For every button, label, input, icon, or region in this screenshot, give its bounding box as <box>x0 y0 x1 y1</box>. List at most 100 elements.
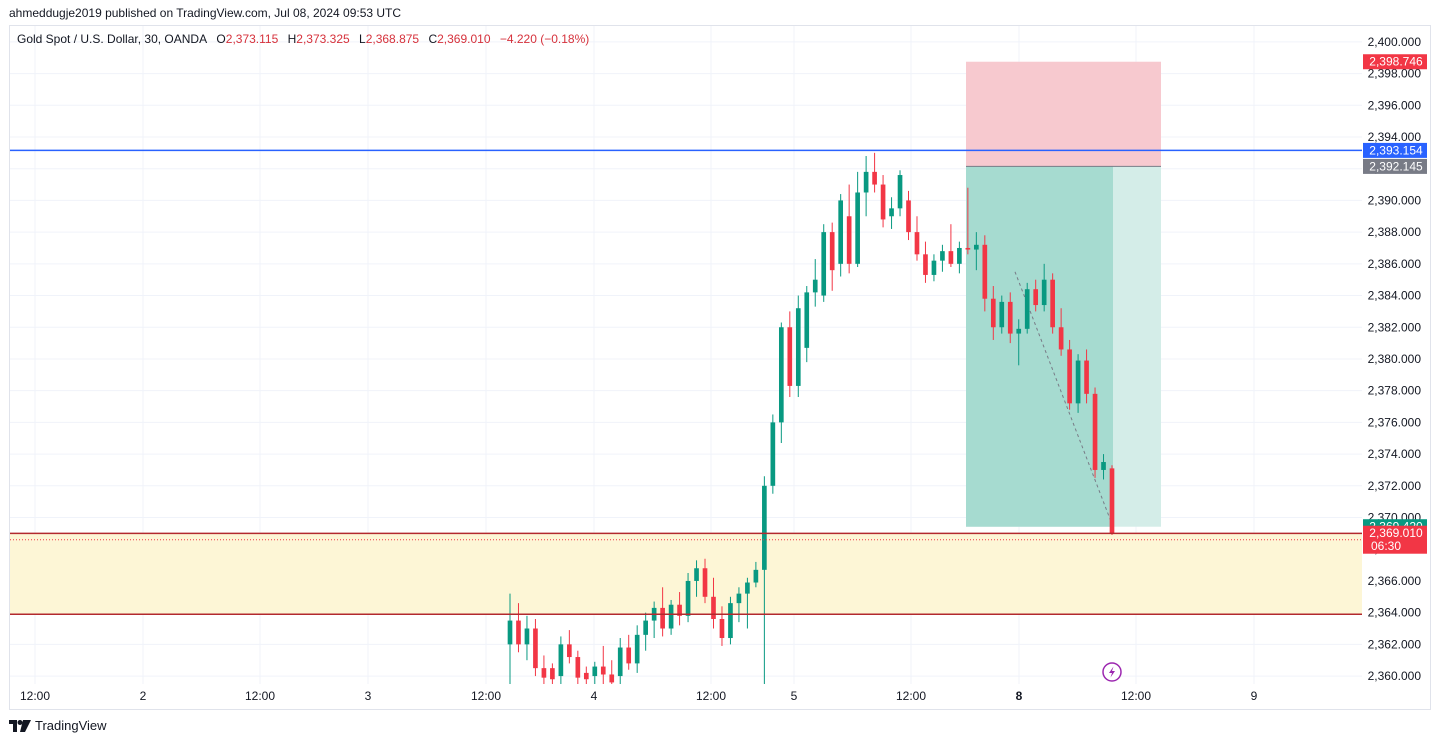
candle-body <box>863 171 869 193</box>
candle-body <box>965 247 971 250</box>
time-tick-label: 4 <box>591 689 598 703</box>
candle-body <box>1092 393 1098 470</box>
open-value: 2,373.115 <box>225 32 279 46</box>
candle-body <box>957 247 962 264</box>
flash-icon[interactable] <box>1102 662 1122 682</box>
candle-body <box>541 668 547 678</box>
price-tick-label: 2,390.000 <box>1368 193 1422 207</box>
price-label-box <box>1363 142 1427 158</box>
candle-body <box>1016 328 1022 334</box>
candle-body <box>982 244 988 299</box>
candle-body <box>829 232 835 271</box>
time-axis: 12:00 2 12:00 3 12:00 4 12:00 5 12:00 8 12:00 9 <box>20 689 1258 703</box>
candle-body <box>668 604 674 629</box>
symbol-name: Gold Spot / U.S. Dollar, 30, OANDA <box>17 32 208 46</box>
candle-body <box>906 200 911 233</box>
candle-body <box>795 308 801 386</box>
published-by-header: ahmeddugje2019 published on TradingView.… <box>9 6 402 20</box>
candle-body <box>617 647 623 677</box>
time-tick-label: 9 <box>1251 689 1258 703</box>
low-label: L <box>359 32 366 46</box>
footer-brand: TradingView <box>35 718 107 733</box>
candle-body <box>897 175 903 209</box>
candle-body <box>999 301 1005 328</box>
price-tick-label: 2,394.000 <box>1368 130 1422 144</box>
candle-body <box>736 593 742 604</box>
candle-body <box>914 232 920 255</box>
time-tick-label: 12:00 <box>1121 689 1151 703</box>
price-tick-label: 2,360.000 <box>1368 669 1422 683</box>
candle-body <box>524 628 530 645</box>
candle-body <box>762 485 767 570</box>
candle-body <box>880 184 886 220</box>
candle-body <box>507 620 513 645</box>
candle-body <box>1033 289 1039 306</box>
candle-body <box>694 568 699 581</box>
time-tick-label: 3 <box>365 689 372 703</box>
price-tick-label: 2,398.000 <box>1368 67 1422 81</box>
candle-body <box>821 232 827 296</box>
candle-body <box>1050 279 1055 328</box>
price-label-text: 2,398.746 <box>1369 55 1423 69</box>
time-tick-label: 8 <box>1016 689 1023 703</box>
candle-body <box>728 603 733 639</box>
price-tick-label: 2,362.000 <box>1368 637 1422 651</box>
candle-body <box>1075 360 1081 404</box>
price-tick-label: 2,386.000 <box>1368 257 1422 271</box>
candle-body <box>778 327 784 423</box>
close-value: 2,369.010 <box>437 32 491 46</box>
candle-body <box>600 666 606 675</box>
high-value: 2,373.325 <box>296 32 350 46</box>
candle-body <box>567 644 572 658</box>
price-tick-label: 2,364.000 <box>1368 606 1422 620</box>
candle-body <box>583 672 589 680</box>
time-tick-label: 2 <box>140 689 147 703</box>
price-tick-label: 2,366.000 <box>1368 574 1422 588</box>
price-label-text: 2,392.145 <box>1369 159 1423 173</box>
open-label: O <box>216 32 226 46</box>
price-tick-label: 2,382.000 <box>1368 320 1422 334</box>
time-tick-label: 12:00 <box>20 689 50 703</box>
candle-body <box>990 298 996 328</box>
candle-body <box>685 580 691 616</box>
candle-body <box>855 192 860 264</box>
zones-layer <box>10 61 1362 615</box>
close-label: C <box>428 32 438 46</box>
price-label-text: 2,393.154 <box>1369 143 1423 157</box>
candle-body <box>592 666 598 677</box>
candle-body <box>719 618 725 639</box>
candle-body <box>753 569 759 583</box>
price-axis: 2,400.0002,398.0002,396.0002,394.0002,39… <box>1368 35 1422 683</box>
candle-body <box>923 254 928 275</box>
candle-body <box>804 292 810 348</box>
candle-body <box>940 251 945 261</box>
candle-body <box>677 604 682 616</box>
price-tick-label: 2,372.000 <box>1368 479 1422 493</box>
price-label-box <box>1363 158 1427 174</box>
candle-body <box>745 582 750 594</box>
time-tick-label: 12:00 <box>471 689 501 703</box>
price-tick-label: 2,388.000 <box>1368 225 1422 239</box>
candles-layer <box>507 152 1115 684</box>
price-label-text: 2,369.010 <box>1369 526 1423 540</box>
candle-body <box>787 327 793 386</box>
symbol-legend[interactable]: Gold Spot / U.S. Dollar, 30, OANDA O2,37… <box>17 32 595 46</box>
candle-body <box>846 216 852 264</box>
candle-body <box>643 620 648 635</box>
time-tick-label: 12:00 <box>896 689 926 703</box>
footer[interactable]: TradingView <box>9 718 107 733</box>
candle-body <box>626 647 632 664</box>
time-tick-label: 5 <box>791 689 798 703</box>
candle-body <box>1024 289 1030 329</box>
candle-body <box>948 251 954 264</box>
candle-body <box>1007 301 1013 334</box>
candle-body <box>516 620 521 645</box>
candle-body <box>1041 279 1047 306</box>
candle-body <box>931 260 937 275</box>
candle-body <box>1101 462 1106 470</box>
price-tick-label: 2,384.000 <box>1368 289 1422 303</box>
stop-loss-area <box>966 61 1161 167</box>
time-tick-label: 12:00 <box>696 689 726 703</box>
candle-body <box>550 668 555 680</box>
